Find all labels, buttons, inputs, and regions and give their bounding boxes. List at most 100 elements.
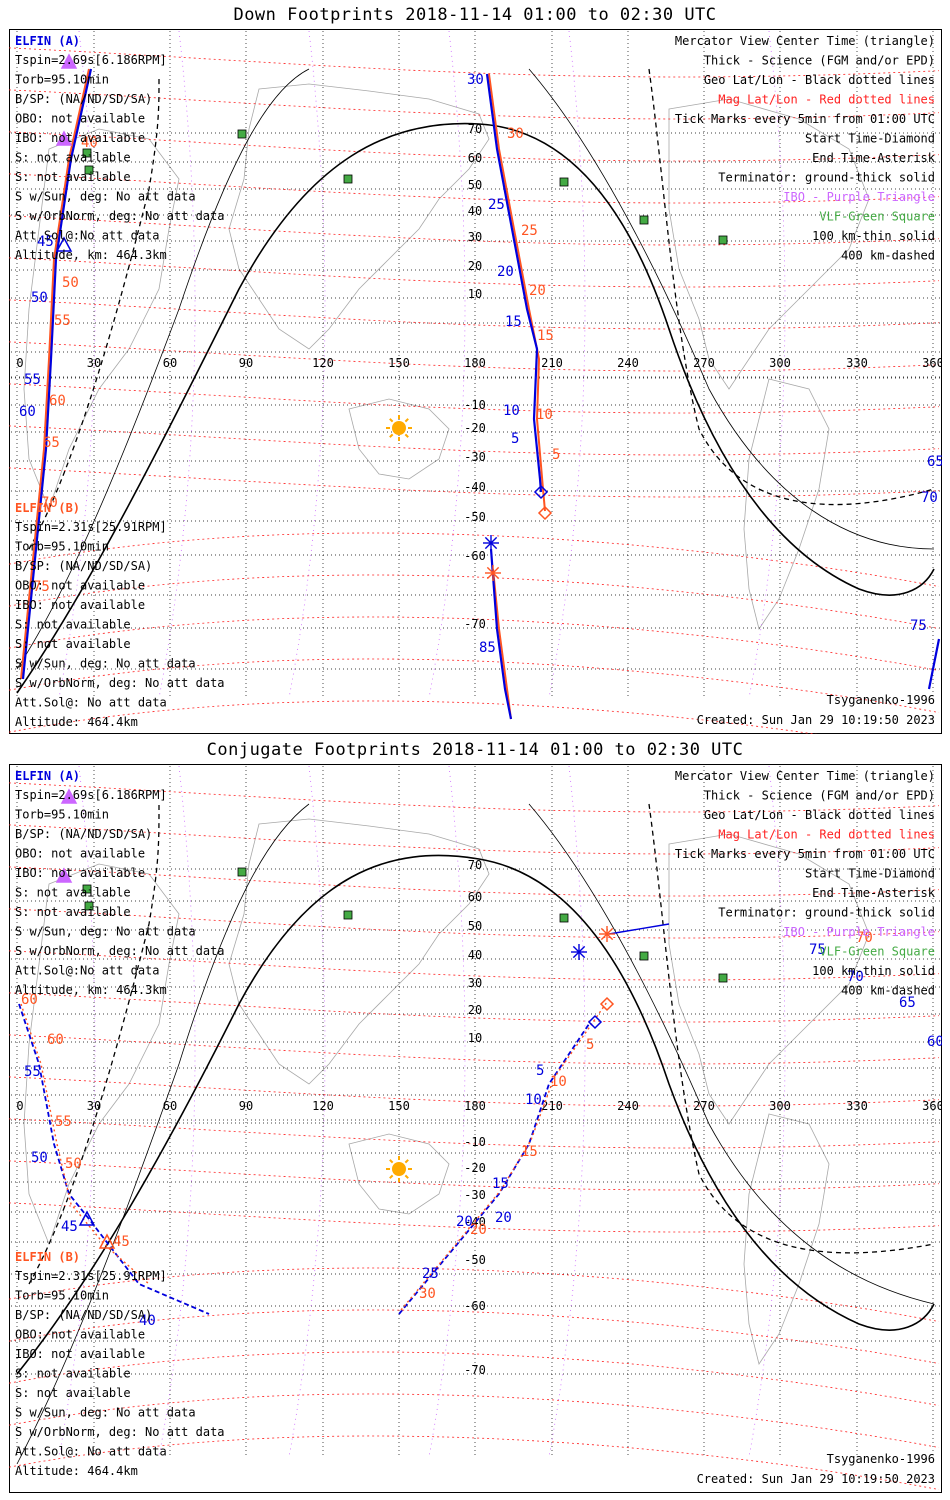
lat-tick-label: -50 [464,1253,486,1267]
mag-lat-line [9,1267,940,1322]
mag-lat-line [9,1393,940,1448]
track-tick-label: 20 [456,1214,473,1230]
elfin-b-info-line: Altitude: 464.4km [15,715,138,729]
lon-tick-label: 120 [312,1099,334,1113]
lon-tick-label: 330 [846,356,868,370]
lon-tick-label: 240 [617,356,639,370]
vlf-station-square [84,901,94,911]
elfin-a-info-line: IBO: not available [15,866,145,880]
track-tick-label: 70 [921,490,938,506]
lat-tick-label: -20 [464,1161,486,1175]
elfin-a-track-west [21,68,93,680]
sun-icon [392,421,406,435]
elfin-b-info-line: IBO: not available [15,1347,145,1361]
lon-tick-label: 240 [617,1099,639,1113]
elfin-a-info-line: S: not available [15,151,131,165]
legend-item: 100 km-thin solid [812,229,935,243]
elfin-a-info-line: S w/Sun, deg: No att data [15,925,196,939]
track-tick-label: 5 [536,1063,544,1079]
elfin-b-info-line: S w/Sun, deg: No att data [15,657,196,671]
track-tick-label: 75 [33,579,50,595]
track-tick-label: 10 [550,1074,567,1090]
mag-lat-line [9,47,940,78]
elfin-a-info-line: Altitude, km: 464.3km [15,983,167,997]
vlf-station-square [718,973,728,983]
mag-lat-line [9,467,940,498]
elfin-b-info-line: S w/OrbNorm, deg: No att data [15,1425,225,1439]
mag-lat-line [9,1202,940,1233]
terminator-100km [16,68,310,670]
lat-tick-label: 20 [468,1003,482,1017]
lon-tick-label: 90 [239,1099,253,1113]
land-outline [228,83,490,350]
legend-item: 400 km-dashed [841,984,935,998]
sun-ray [389,1174,394,1179]
land-outline [228,818,490,1085]
mag-lat-line [9,574,940,629]
elfin-b-info-line: Att.Sol@: No att data [15,1445,167,1459]
lon-tick-label: 300 [769,356,791,370]
elfin-a-info-line: S: not available [15,905,131,919]
vlf-station-square [82,884,92,894]
elfin-b-info-line: Att.Sol@: No att data [15,696,167,710]
mag-lat-line [9,1076,940,1107]
lat-tick-label: 70 [468,122,482,136]
mag-lat-line [9,1435,940,1490]
sun-ray [404,1174,409,1179]
track-tick-label: 30 [419,1286,436,1302]
track-tick-label: 60 [21,992,38,1008]
track-tick-label: 45 [61,1219,78,1235]
track-tick-label: 25 [488,197,505,213]
mag-lat-line [9,866,940,897]
mag-lat-line [9,992,940,1023]
elfin-b-info-line: S w/OrbNorm, deg: No att data [15,676,225,690]
track-tick-label: 15 [492,1176,509,1192]
track-tick-label: 5 [586,1037,594,1053]
lat-tick-label: 50 [468,919,482,933]
lon-tick-label: 270 [693,356,715,370]
mag-lat-line [9,950,940,981]
mag-lat-line [9,215,940,246]
track-tick-label: 15 [521,1144,538,1160]
elfin-a-info-line: IBO: not available [15,131,145,145]
start-diamond-icon [599,996,615,1012]
vlf-station-square [343,174,353,184]
elfin-a-name: ELFIN (A) [15,769,80,783]
legend-item: Terminator: ground-thick solid [718,906,935,920]
elfin-a-info-line: OBO: not available [15,112,145,126]
lat-tick-label: 50 [468,178,482,192]
lon-tick-label: 150 [388,1099,410,1113]
track-tick-label: 10 [503,403,520,419]
track-tick-label: 60 [927,1034,942,1050]
elfin-b-name: ELFIN (B) [15,1250,80,1264]
sun-ray [404,418,409,423]
legend-item: Thick - Science (FGM and/or EPD) [704,54,935,68]
vlf-station-square [237,129,247,139]
elfin-a-info-line: B/SP: (NA/ND/SD/SA) [15,92,152,106]
elfin-b-info-line: OBO: not available [15,579,145,593]
vlf-station-square [639,951,649,961]
lat-tick-label: -30 [464,1188,486,1202]
elfin-b-info-line: S: not available [15,1367,131,1381]
legend-item: 100 km-thin solid [812,964,935,978]
start-diamond-icon [533,484,549,500]
track-tick-label: 45 [37,234,54,250]
lat-tick-label: -10 [464,398,486,412]
elfin-b-name: ELFIN (B) [15,501,80,515]
track-tick-label: 15 [505,314,522,330]
terminator-400km [648,68,935,506]
legend-item: Mercator View Center Time (triangle) [675,34,935,48]
track-tick-label: 60 [19,404,36,420]
lat-tick-label: -30 [464,450,486,464]
track-tick-label: 70 [41,495,58,511]
model-label: Tsyganenko-1996 [827,1452,935,1466]
track-tick-label: 10 [525,1092,542,1108]
lat-tick-label: 40 [468,948,482,962]
lon-tick-label: 30 [87,356,101,370]
terminator-400km [28,803,160,1285]
footprint-map-down: 0 30 60 90 120 150 180 210 240 270 300 330 360 70 60 50… [9,29,942,734]
model-label: Tsyganenko-1996 [827,693,935,707]
track-tick-label: 50 [65,1156,82,1172]
footprint-map-conjugate: 0 30 60 90 120 150 180 210 240 270 300 330 360 70 60 50… [9,764,942,1493]
terminator-400km [648,803,935,1254]
